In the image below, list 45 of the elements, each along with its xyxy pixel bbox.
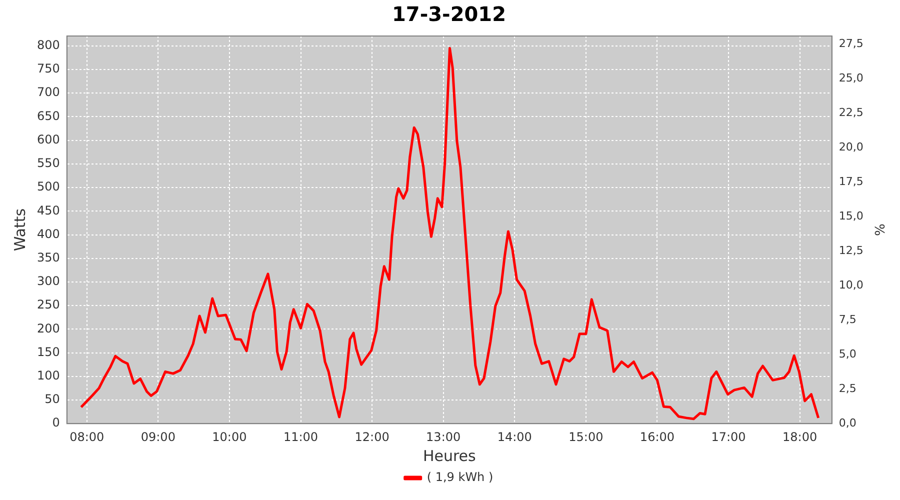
y-tick-label: 600	[37, 132, 60, 146]
y2-tick-label: 12,5	[838, 244, 864, 258]
y-tick-label: 350	[37, 250, 60, 264]
x-tick-label: 16:00	[640, 430, 675, 444]
legend-label: ( 1,9 kWh )	[426, 470, 494, 484]
y2-tick-label: 10,0	[838, 278, 864, 292]
y-tick-label: 50	[44, 392, 60, 406]
y-tick-label: 400	[37, 226, 60, 241]
y2-tick-label: 7,5	[838, 313, 856, 326]
y2-tick-label: 17,5	[838, 175, 864, 188]
y2-tick-label: 2,5	[838, 382, 856, 395]
y-tick-label: 550	[37, 156, 60, 170]
y-tick-label: 200	[37, 321, 60, 336]
x-tick-label: 15:00	[568, 430, 604, 444]
y-tick-label: 750	[37, 62, 60, 76]
y2-tick-label: 27,5	[838, 37, 864, 50]
y-tick-label: 150	[37, 344, 60, 359]
x-tick-label: 09:00	[140, 430, 176, 444]
y2-tick-label: 22,5	[838, 106, 864, 120]
x-tick-label: 08:00	[70, 430, 104, 444]
y-tick-label: 0	[52, 416, 60, 430]
y2-tick-label: 0,0	[838, 416, 856, 430]
y2-tick-label: 15,0	[838, 210, 864, 223]
x-tick-label: 14:00	[497, 430, 532, 444]
y2-tick-label: 25,0	[838, 72, 864, 85]
y-tick-label: 100	[37, 368, 60, 383]
y-axis-title: Watts	[10, 208, 29, 252]
x-tick-label: 18:00	[782, 430, 818, 444]
y2-tick-label: 20,0	[838, 140, 864, 154]
y-tick-label: 800	[37, 38, 60, 52]
y-tick-label: 300	[37, 274, 60, 288]
x-tick-label: 10:00	[212, 430, 247, 444]
y2-tick-label: 5,0	[838, 347, 856, 360]
x-tick-label: 11:00	[283, 430, 318, 444]
y-tick-label: 250	[37, 298, 60, 312]
x-tick-label: 17:00	[711, 430, 746, 444]
x-tick-label: 12:00	[354, 430, 390, 444]
x-tick-label: 13:00	[426, 430, 461, 444]
chart-title: 17-3-2012	[392, 2, 506, 26]
y-tick-label: 500	[37, 180, 60, 194]
y-tick-label: 450	[37, 203, 60, 218]
x-axis-title: Heures	[422, 446, 476, 465]
y-tick-label: 700	[37, 85, 60, 100]
y2-axis-title: %	[870, 224, 886, 236]
y-tick-label: 650	[37, 108, 60, 123]
